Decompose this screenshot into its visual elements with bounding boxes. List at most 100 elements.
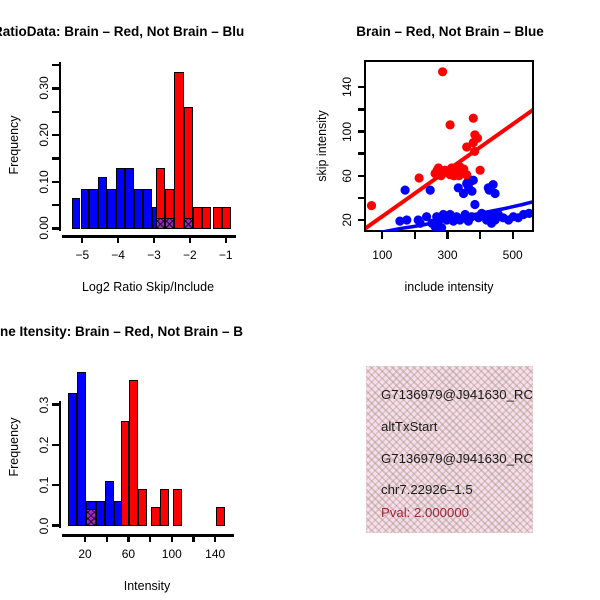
h1-bar-overlap bbox=[183, 218, 194, 230]
scatter-point-brain-red bbox=[475, 165, 485, 175]
h2-bar-not bbox=[95, 501, 105, 527]
h1-bar-not bbox=[98, 177, 108, 230]
h1-bar-not bbox=[89, 188, 99, 230]
h1-y-tick bbox=[51, 203, 59, 207]
h1-bar-not bbox=[80, 188, 90, 230]
scatter-point-brain-red bbox=[366, 201, 377, 211]
h1-bar-overlap bbox=[165, 218, 175, 230]
scatter-point-notbrain-blue bbox=[402, 215, 412, 225]
scatter-x-tick-label: 300 bbox=[437, 248, 458, 262]
h1-bar-brain bbox=[202, 207, 211, 230]
h2-bar-not bbox=[76, 372, 87, 527]
info-line-pval: Pval: 2.000000 bbox=[381, 505, 469, 520]
panel-hist-ratio: RatioData: Brain – Red, Not Brain – Blu bbox=[0, 0, 300, 300]
scatter-point-notbrain-blue bbox=[524, 208, 532, 218]
h2-x-tick bbox=[214, 534, 217, 542]
h2-x-tick bbox=[105, 534, 108, 542]
h2-bar-brain bbox=[129, 380, 139, 527]
scatter-x-tick bbox=[478, 231, 482, 239]
h2-x-tick-label: 140 bbox=[205, 547, 226, 562]
h1-x-tick bbox=[81, 235, 84, 243]
h2-bar-brain bbox=[120, 420, 130, 527]
h1-bar-not bbox=[134, 188, 144, 230]
scatter-point-brain-red bbox=[468, 138, 478, 148]
scatter-x-tick-label: 500 bbox=[502, 248, 523, 262]
h1-y-tick bbox=[51, 63, 59, 67]
h1-x-axis bbox=[62, 235, 236, 238]
scatter-point-notbrain-blue bbox=[490, 188, 500, 199]
h2-x-tick-label: 20 bbox=[78, 547, 92, 562]
scatter-point-notbrain-blue bbox=[437, 223, 447, 231]
h1-bar-not bbox=[143, 188, 153, 230]
h2-x-tick-label: 60 bbox=[121, 547, 136, 562]
info-line-locus: chr7.22926–1.5 bbox=[381, 482, 473, 497]
scatter-title: Brain – Red, Not Brain – Blue bbox=[356, 24, 544, 39]
scatter-point-notbrain-blue bbox=[470, 199, 480, 210]
h1-y-tick bbox=[51, 110, 59, 113]
scatter-point-notbrain-blue bbox=[395, 216, 405, 226]
h1-y-tick bbox=[51, 227, 59, 230]
h1-bar-not bbox=[125, 167, 135, 230]
scatter-y-tick bbox=[357, 108, 365, 111]
h2-y-tick bbox=[51, 484, 59, 487]
h1-bar-overlap bbox=[155, 218, 166, 230]
h2-bar-brain bbox=[151, 507, 160, 527]
h1-y-tick bbox=[51, 180, 59, 183]
h1-bar-brain bbox=[193, 207, 203, 230]
scatter-box bbox=[364, 60, 534, 232]
h1-x-tick bbox=[188, 235, 192, 243]
info-line-event-type: altTxStart bbox=[381, 419, 438, 434]
scatter-y-tick bbox=[357, 218, 365, 222]
scatter-point-notbrain-blue bbox=[458, 188, 469, 199]
h1-y-tick bbox=[51, 133, 59, 137]
h2-y-tick-label: 0.2 bbox=[37, 436, 51, 454]
h1-y-tick bbox=[51, 87, 59, 90]
h2-x-axis bbox=[62, 534, 234, 537]
panel-info-box: G7136979@J941630_RC altTxStart G7136979@… bbox=[300, 300, 600, 600]
scatter-x-tick bbox=[511, 231, 514, 239]
scatter-point-brain-red bbox=[445, 120, 455, 130]
hist-intensity-ylabel: Frequency bbox=[7, 417, 21, 477]
hist-ratio-xlabel: Log2 Ratio Skip/Include bbox=[81, 280, 215, 294]
h2-y-tick bbox=[51, 403, 59, 406]
scatter-point-brain-red bbox=[470, 130, 480, 140]
h2-y-tick-label: 0.1 bbox=[37, 476, 51, 494]
scatter-y-tick bbox=[357, 174, 365, 177]
scatter-point-notbrain-blue bbox=[467, 186, 477, 196]
scatter-point-notbrain-blue bbox=[468, 175, 478, 185]
h2-bar-not bbox=[104, 481, 115, 527]
hist-intensity-xlabel: Intensity bbox=[123, 579, 171, 593]
h2-x-tick bbox=[83, 534, 87, 542]
fit-line-brain-red bbox=[366, 108, 532, 231]
scatter-x-tick-label: 100 bbox=[372, 248, 393, 262]
h2-y-tick bbox=[51, 524, 59, 527]
h2-y-tick bbox=[51, 443, 59, 447]
scatter-xlabel: include intensity bbox=[404, 280, 494, 294]
h2-bar-brain bbox=[159, 489, 169, 527]
h2-x-tick bbox=[192, 534, 195, 542]
scatter-point-notbrain-blue bbox=[400, 185, 410, 195]
scatter-point-notbrain-blue bbox=[425, 185, 435, 195]
h1-x-tick-label: −2 bbox=[183, 248, 197, 263]
h1-bar-not bbox=[116, 167, 126, 230]
h1-y-axis bbox=[58, 62, 61, 231]
h1-x-tick bbox=[152, 235, 156, 243]
scatter-y-tick bbox=[357, 130, 365, 133]
fit-line-notbrain-blue bbox=[378, 200, 532, 231]
scatter-x-tick bbox=[446, 231, 449, 239]
h1-bar-not bbox=[107, 188, 117, 230]
gene-info-box: G7136979@J941630_RC altTxStart G7136979@… bbox=[366, 366, 533, 533]
scatter-y-tick bbox=[357, 196, 365, 200]
h1-y-tick bbox=[51, 157, 59, 160]
scatter-y-tick bbox=[357, 86, 365, 89]
h2-x-tick bbox=[127, 534, 130, 542]
h2-x-tick-label: 100 bbox=[161, 547, 182, 562]
scatter-x-tick bbox=[413, 231, 417, 239]
scatter-point-brain-red bbox=[414, 173, 424, 183]
panel-hist-intensity: ne Itensity: Brain – Red, Not Brain – B bbox=[0, 300, 300, 600]
hist-intensity-title: ne Itensity: Brain – Red, Not Brain – B bbox=[0, 324, 244, 339]
scatter-x-tick bbox=[381, 231, 384, 239]
scatter-point-brain-red bbox=[468, 113, 478, 123]
hist-ratio-title: RatioData: Brain – Red, Not Brain – Blu bbox=[0, 24, 245, 39]
